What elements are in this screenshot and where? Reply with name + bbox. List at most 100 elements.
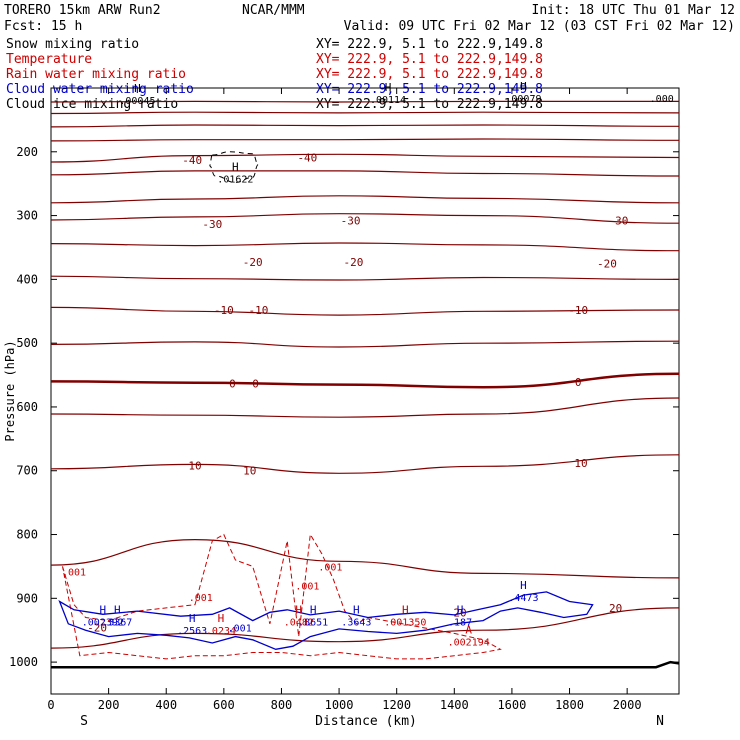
extremum-value: .00114	[370, 95, 406, 106]
contour-label: -40	[182, 154, 202, 167]
contour-label: 0	[575, 376, 582, 389]
contour-label: -20	[344, 256, 364, 269]
contour-label: -40	[297, 152, 317, 165]
south-label: S	[80, 714, 88, 729]
x-tick-label: 600	[213, 698, 235, 712]
extremum-mark: H	[353, 603, 360, 616]
temperature-contour	[50, 340, 680, 348]
legend-entry-name: Cloud water mixing ratio	[6, 82, 194, 97]
surface-line	[51, 660, 680, 669]
temperature-contour	[50, 195, 680, 204]
extremum-value: .001	[189, 593, 213, 604]
x-axis-title: Distance (km)	[315, 714, 417, 729]
extremum-value: .187	[448, 617, 472, 628]
extremum-value: .000	[650, 94, 674, 105]
temperature-contour	[50, 538, 680, 579]
y-tick-label: 500	[16, 336, 38, 350]
temperature-contour	[50, 111, 680, 115]
extremum-value: .001350	[384, 617, 426, 628]
legend-entry-name: Snow mixing ratio	[6, 37, 139, 52]
legend-entry-name: Rain water mixing ratio	[6, 67, 186, 82]
extremum-mark: H	[520, 80, 527, 93]
temperature-contour	[50, 397, 680, 418]
extremum-value: .001	[295, 582, 319, 593]
header-valid: Valid: 09 UTC Fri 02 Mar 12 (03 CST Fri …	[344, 19, 735, 34]
temperature-contour	[50, 124, 680, 128]
extremum-value: .00079	[505, 94, 541, 105]
extremum-mark: H	[520, 579, 527, 592]
legend-entry-xy: XY= 222.9, 5.1 to 222.9,149.8	[316, 67, 543, 82]
contour-label: -10	[248, 304, 268, 317]
contour-label: -10	[214, 304, 234, 317]
contour-label: 10	[243, 465, 256, 478]
extremum-value: .2563	[177, 626, 207, 637]
extremum-value: .3643	[341, 617, 371, 628]
extremum-value: .4473	[508, 593, 538, 604]
x-tick-label: 1400	[440, 698, 469, 712]
extremum-mark: A	[465, 624, 472, 637]
legend-entry-xy: XY= 222.9, 5.1 to 222.9,149.8	[316, 37, 543, 52]
temperature-contour	[50, 153, 680, 163]
temperature-contour	[50, 306, 680, 316]
y-tick-label: 400	[16, 272, 38, 286]
contour-label: 0	[229, 377, 236, 390]
extremum-value: .8651	[298, 617, 328, 628]
legend: Snow mixing ratio XY= 222.9, 5.1 to 222.9…	[6, 37, 543, 112]
y-tick-label: 700	[16, 464, 38, 478]
contour-label: -30	[609, 215, 629, 228]
temperature-contour	[50, 607, 680, 649]
contour-label: -20	[597, 257, 617, 270]
temperature-contour	[50, 170, 680, 177]
x-tick-label: 1600	[497, 698, 526, 712]
extremum-mark: H	[457, 603, 464, 616]
cloud-water-contour	[58, 591, 594, 650]
snow-contour	[208, 151, 259, 183]
legend-entry-xy: XY= 222.9, 5.1 to 222.9,149.8	[316, 97, 543, 112]
contour-label: 10	[574, 457, 587, 470]
temperature-contour	[50, 454, 680, 474]
contour-label: 10	[188, 460, 201, 473]
extremum-value: .001	[228, 624, 252, 635]
x-tick-label: 0	[47, 698, 54, 712]
y-tick-label: 1000	[9, 655, 38, 669]
legend-entry-name: Cloud ice mixing ratio	[6, 97, 178, 112]
extremum-value: .0482	[284, 617, 314, 628]
extremum-mark: H	[402, 603, 409, 616]
temperature-contour	[50, 275, 680, 281]
extremum-mark: H	[100, 603, 107, 616]
contour-label: -20	[243, 256, 263, 269]
contour-label: -10	[568, 304, 588, 317]
x-tick-label: 200	[98, 698, 120, 712]
header-center: NCAR/MMM	[242, 3, 305, 18]
label-layer: -40 -40 -30 -30 -30 -20 -20 -20 -10 -10 -10 0 0 0 10 10…	[62, 80, 674, 648]
x-tick-label: 1000	[325, 698, 354, 712]
north-label: N	[656, 714, 664, 729]
temperature-contour	[50, 242, 680, 252]
extremum-mark: H	[295, 603, 302, 616]
y-tick-label: 300	[16, 209, 38, 223]
y-tick-label: 900	[16, 591, 38, 605]
extremum-value: .01622	[217, 175, 253, 186]
x-tick-label: 1200	[382, 698, 411, 712]
contour-label: -20	[87, 622, 107, 635]
contour-label: 20	[453, 606, 466, 619]
extremum-mark: H	[232, 161, 239, 174]
extremum-mark: H	[218, 612, 225, 625]
extremum-mark: H	[385, 81, 392, 94]
temperature-contour	[50, 372, 680, 389]
extremum-value: .00045	[119, 96, 155, 107]
extremum-value: .002194	[448, 638, 490, 649]
header-fcst: Fcst: 15 h	[4, 19, 82, 34]
x-tick-label: 400	[155, 698, 177, 712]
series-layer	[50, 100, 680, 669]
extremum-mark: H	[310, 603, 317, 616]
extremum-value: .001	[318, 562, 342, 573]
header-model: TORERO 15km ARW Run2	[4, 3, 161, 18]
legend-entry-xy: XY= 222.9, 5.1 to 222.9,149.8	[316, 52, 543, 67]
extremum-mark: H	[114, 603, 121, 616]
contour-label: 20	[609, 602, 622, 615]
extremum-value: .3367	[102, 617, 132, 628]
contour-label: -30	[202, 218, 222, 231]
